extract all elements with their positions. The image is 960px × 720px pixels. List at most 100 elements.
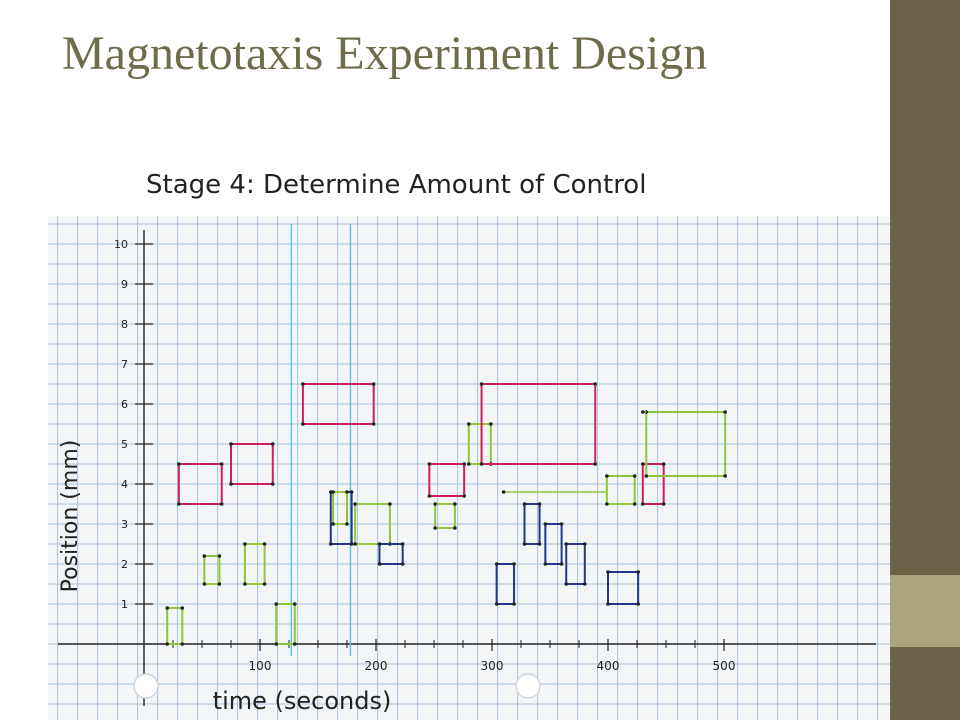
data-box-corner-dot (243, 542, 247, 546)
data-box-blue (607, 571, 640, 605)
data-box-magenta (641, 463, 665, 505)
data-box-corner-dot (559, 562, 564, 566)
data-box-magenta (480, 383, 597, 465)
binder-hole (133, 673, 159, 699)
x-tick-label: 400 (597, 659, 620, 673)
data-box-corner-dot (512, 602, 516, 606)
data-box-corner-dot (427, 494, 432, 498)
data-box-corner-dot (543, 562, 548, 566)
data-box-corner-dot (641, 502, 645, 506)
data-box-corner-dot (494, 602, 499, 606)
data-box-corner-dot (723, 410, 727, 414)
data-box-corner-dot (467, 422, 471, 426)
data-box-corner-dot (537, 502, 542, 506)
vertical-markers (290, 224, 352, 656)
data-box-corner-dot (353, 502, 357, 506)
data-box-corner-dot (274, 602, 279, 606)
data-box-corner-dot (543, 522, 548, 526)
data-box-corner-dot (270, 442, 275, 446)
connector-end-dot (641, 410, 645, 414)
y-tick-label: 10 (114, 238, 128, 251)
x-tick-label: 200 (365, 659, 388, 673)
data-box-corner-dot (388, 502, 392, 506)
y-tick-label: 6 (121, 398, 128, 411)
data-box-corner-dot (489, 422, 493, 426)
data-box-corner-dot (180, 606, 185, 610)
data-box-blue (565, 543, 586, 585)
data-box-corner-dot (462, 462, 466, 466)
data-box-corner-dot (606, 570, 610, 574)
data-box-corner-dot (661, 502, 666, 506)
data-box-corner-dot (636, 570, 640, 574)
data-box-corner-dot (353, 542, 357, 546)
position-vs-time-chart: 1 2 3 4 5 6 7 8 9 10 100 200 300 400 500 Position (mm)… (48, 216, 890, 720)
data-box-corner-dot (462, 494, 466, 498)
data-box-green (166, 607, 184, 645)
data-box-corner-dot (217, 554, 222, 558)
data-box-corner-dot (512, 562, 516, 566)
data-box-corner-dot (217, 582, 222, 586)
data-box-magenta (177, 463, 223, 505)
data-box-corner-dot (583, 542, 587, 546)
y-tick-label: 9 (121, 278, 128, 291)
data-box-blue (523, 503, 541, 545)
data-box-corner-dot (301, 422, 305, 426)
y-tick-label: 4 (121, 478, 128, 491)
x-tick-label: 300 (481, 659, 504, 673)
data-box-corner-dot (723, 474, 727, 478)
data-box-corner-dot (219, 462, 224, 466)
y-tick-label: 1 (121, 598, 128, 611)
y-axis-label: Position (mm) (58, 440, 83, 593)
data-box-corner-dot (270, 482, 275, 486)
data-box-magenta (301, 383, 375, 425)
data-box-corner-dot (202, 554, 207, 558)
data-box-corner-dot (243, 582, 247, 586)
data-box-magenta (428, 463, 466, 497)
chart-graph-paper: 1 2 3 4 5 6 7 8 9 10 100 200 300 400 500 Position (mm)… (48, 216, 890, 720)
data-box-corner-dot (479, 382, 484, 386)
data-box-corner-dot (479, 462, 484, 466)
data-box-corner-dot (453, 502, 457, 506)
connector-end-dot (501, 490, 506, 494)
data-box-corner-dot (165, 606, 169, 610)
data-box-corner-dot (349, 490, 354, 494)
y-tick-label: 2 (121, 558, 128, 571)
data-box-corner-dot (605, 474, 609, 478)
data-box-blue (495, 563, 516, 605)
data-box-green (332, 491, 348, 525)
data-boxes (165, 382, 727, 646)
data-box-corner-dot (632, 474, 637, 478)
data-box-corner-dot (371, 422, 376, 426)
y-tick-label: 5 (121, 438, 128, 451)
data-box-corner-dot (331, 490, 335, 494)
data-box-corner-dot (605, 502, 609, 506)
data-box-corner-dot (229, 482, 233, 486)
data-box-corner-dot (467, 462, 471, 466)
data-box-green (203, 555, 221, 585)
decorative-side-accent (890, 575, 960, 647)
data-box-green (434, 503, 456, 529)
data-box-corner-dot (165, 642, 169, 646)
data-box-corner-dot (328, 542, 333, 546)
data-box-corner-dot (180, 642, 185, 646)
data-box-corner-dot (433, 502, 437, 506)
data-box-corner-dot (377, 542, 382, 546)
data-box-blue (544, 523, 563, 565)
data-box-corner-dot (301, 382, 305, 386)
data-box-corner-dot (177, 502, 181, 506)
data-box-corner-dot (400, 562, 405, 566)
data-box-corner-dot (641, 462, 645, 466)
axes (58, 230, 876, 706)
data-box-corner-dot (433, 526, 437, 530)
data-box-corner-dot (453, 526, 457, 530)
data-box-corner-dot (583, 582, 587, 586)
data-box-green (243, 543, 266, 585)
data-box-corner-dot (219, 502, 224, 506)
data-box-green (605, 475, 636, 505)
data-box-corner-dot (229, 442, 233, 446)
axis-labels: Position (mm) time (seconds) (58, 440, 391, 715)
data-box-corner-dot (564, 542, 569, 546)
x-axis-label: time (seconds) (213, 687, 392, 715)
data-box-corner-dot (293, 602, 297, 606)
grid-lines (48, 216, 890, 720)
